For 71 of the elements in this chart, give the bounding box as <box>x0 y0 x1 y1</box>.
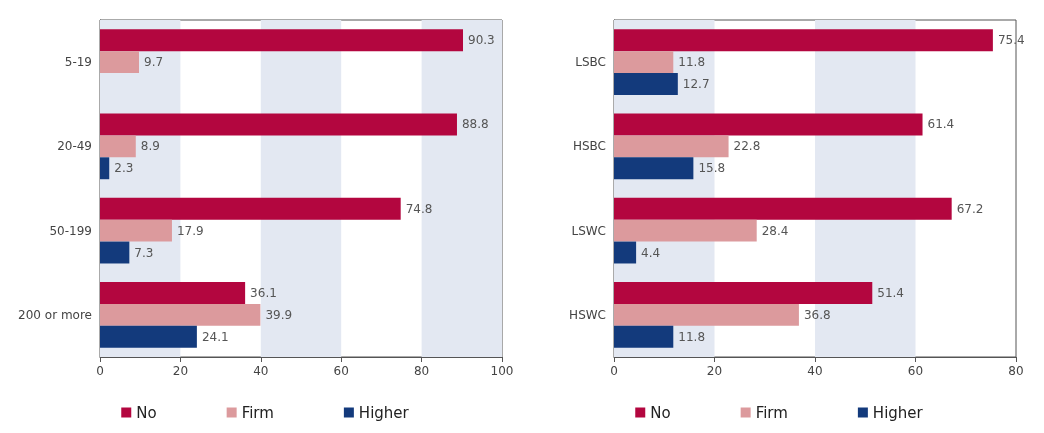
bar <box>614 282 873 304</box>
x-tick-label: 0 <box>96 364 104 378</box>
legend-label: Higher <box>358 403 410 422</box>
data-label: 51.4 <box>877 285 904 300</box>
legend-label: Higher <box>872 403 924 422</box>
bar <box>100 282 246 304</box>
data-label: 28.4 <box>761 223 789 238</box>
x-tick-label: 40 <box>807 364 823 378</box>
data-label: 17.9 <box>176 223 204 238</box>
x-tick-label: 60 <box>907 364 924 378</box>
bar <box>614 73 678 95</box>
x-tick-label: 40 <box>253 364 269 378</box>
data-label: 11.8 <box>678 329 706 344</box>
data-label: 8.9 <box>140 139 160 154</box>
data-label: 90.3 <box>468 33 495 48</box>
bar <box>614 303 799 326</box>
legend-label: Firm <box>241 403 274 422</box>
y-tick-label: HSWC <box>569 307 606 322</box>
bar <box>614 325 674 348</box>
bar <box>100 113 457 136</box>
bar <box>614 157 694 180</box>
x-tick-label: 60 <box>333 364 349 378</box>
data-label: 67.2 <box>956 201 984 216</box>
x-tick-label: 80 <box>1008 364 1024 378</box>
data-label: 2.3 <box>114 161 134 176</box>
data-label: 9.7 <box>143 55 164 70</box>
bar <box>100 29 464 52</box>
data-label: 39.9 <box>265 307 293 322</box>
data-label: 75.4 <box>997 33 1025 48</box>
data-label: 36.1 <box>250 285 277 300</box>
x-tick-label: 100 <box>490 364 514 378</box>
data-label: 24.1 <box>201 329 229 344</box>
x-tick-label: 20 <box>172 364 189 378</box>
bar <box>614 219 757 242</box>
bar <box>614 51 674 74</box>
y-tick-label: 50-199 <box>49 223 92 238</box>
data-label: 12.7 <box>682 77 710 92</box>
y-tick-label: 5-19 <box>64 55 92 70</box>
bar <box>100 157 110 180</box>
bar <box>100 197 401 220</box>
data-label: 61.4 <box>927 117 955 132</box>
bar <box>614 113 923 136</box>
y-tick-label: 200 or more <box>18 307 92 322</box>
data-label: 15.8 <box>698 161 726 176</box>
legend-label: No <box>650 403 671 422</box>
data-label: 74.8 <box>405 201 433 216</box>
bar <box>100 51 139 74</box>
data-label: 11.8 <box>678 55 706 70</box>
bar <box>614 135 729 158</box>
data-label: 4.4 <box>641 245 661 260</box>
x-tick-label: 20 <box>706 364 723 378</box>
data-label: 88.8 <box>461 117 489 132</box>
x-tick-label: 0 <box>610 364 618 378</box>
data-label: 22.8 <box>733 139 761 154</box>
bar <box>100 135 136 158</box>
y-tick-label: 20-49 <box>57 139 92 154</box>
y-tick-label: HSBC <box>572 139 606 154</box>
bar <box>100 241 130 264</box>
bar <box>614 197 952 220</box>
bar <box>100 219 172 242</box>
bar <box>614 29 993 52</box>
bar <box>100 325 197 348</box>
legend-label: No <box>136 403 157 422</box>
bar <box>614 241 637 264</box>
y-tick-label: LSBC <box>575 55 606 70</box>
y-tick-label: LSWC <box>571 223 606 238</box>
data-label: 36.8 <box>803 307 831 322</box>
data-label: 7.3 <box>134 245 154 260</box>
bar <box>100 303 261 326</box>
legend-label: Firm <box>755 403 788 422</box>
x-tick-label: 80 <box>413 364 430 378</box>
